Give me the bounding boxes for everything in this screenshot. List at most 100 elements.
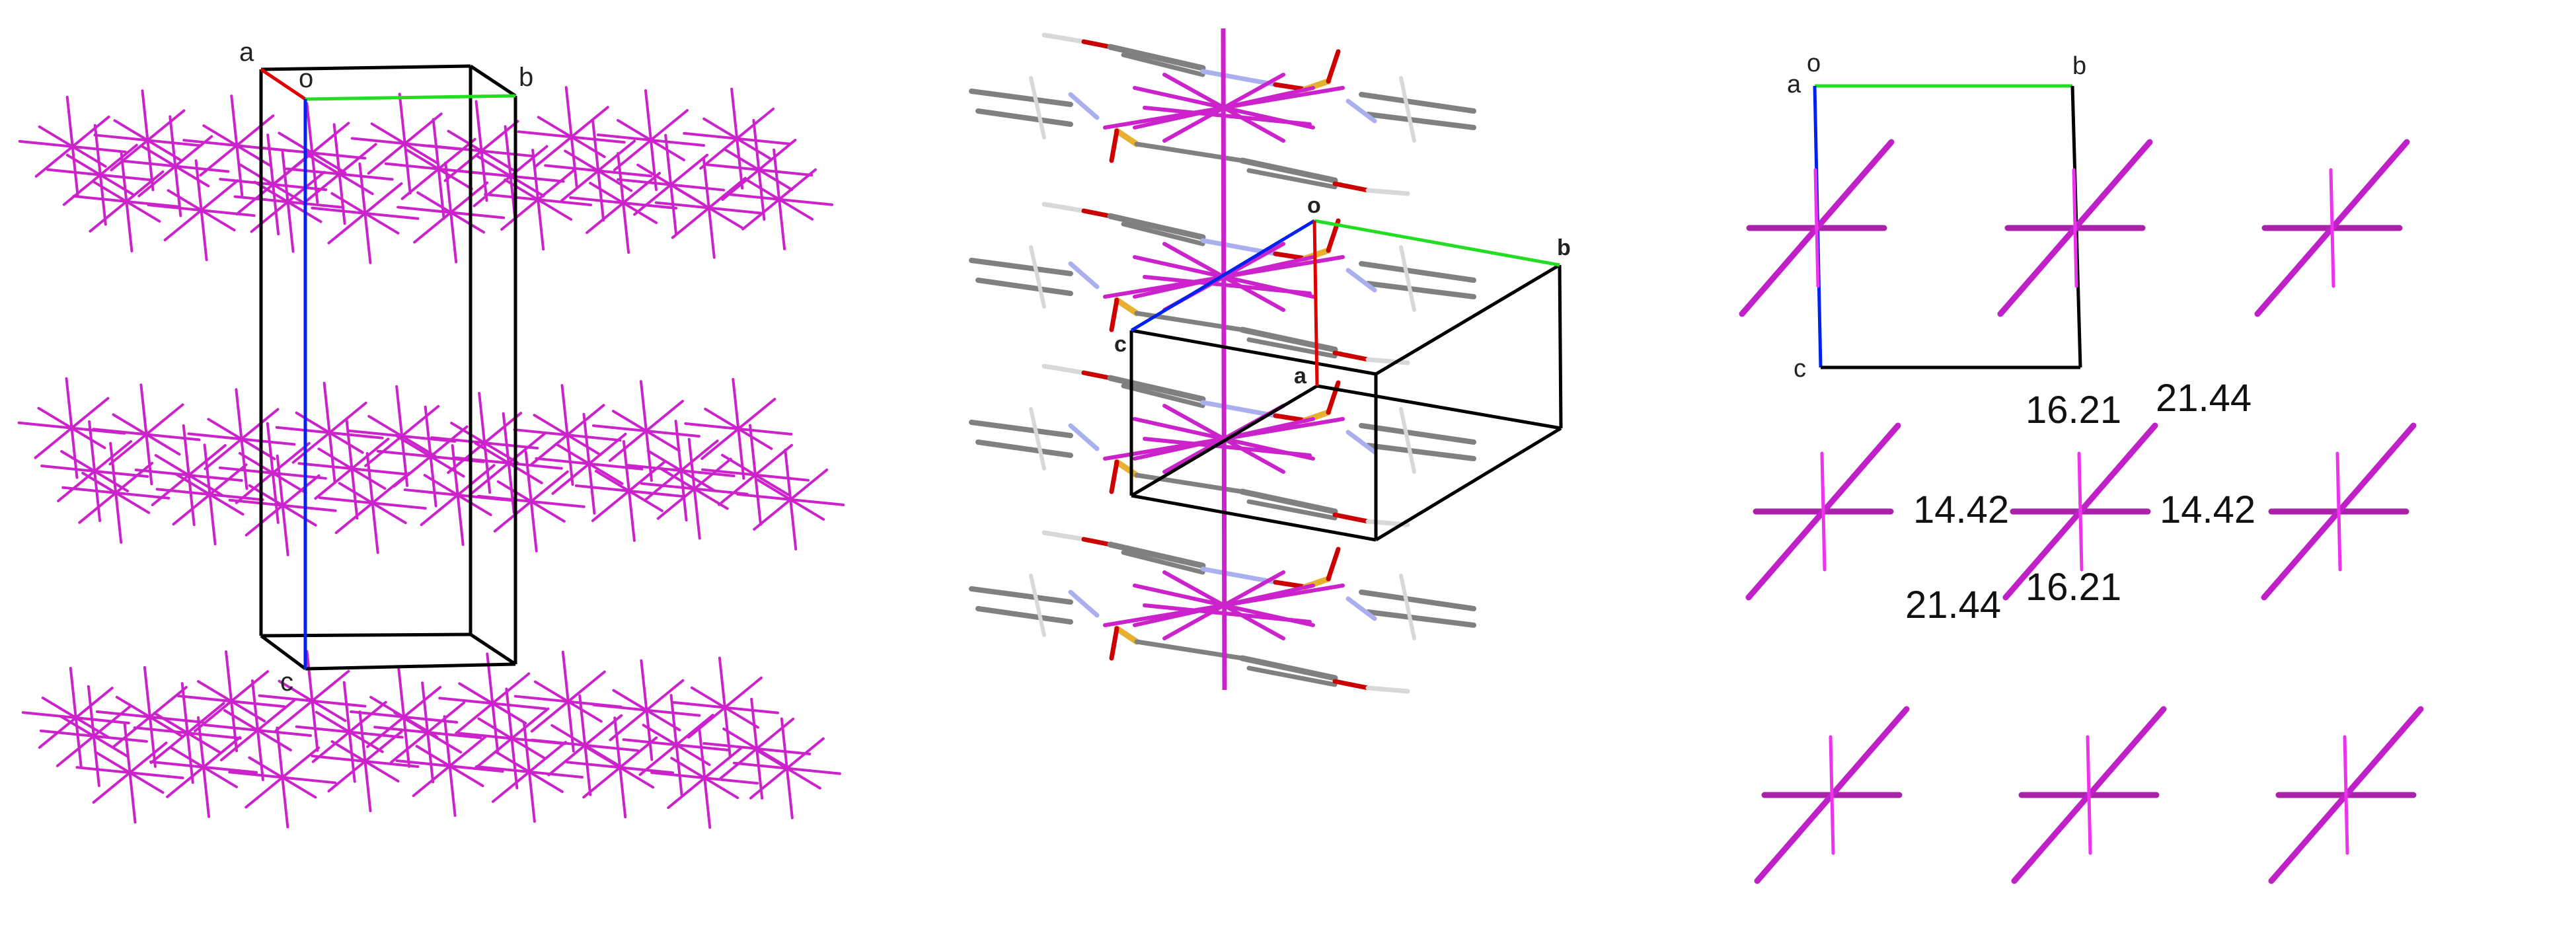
network-node xyxy=(683,87,792,190)
bond xyxy=(1107,541,1206,569)
network-node xyxy=(454,412,563,514)
network-node xyxy=(46,124,155,226)
network-link xyxy=(533,414,602,457)
network-node xyxy=(574,439,683,542)
bond xyxy=(1365,357,1410,365)
bond xyxy=(1114,128,1140,147)
network-link xyxy=(404,147,473,190)
bond xyxy=(1200,69,1278,87)
coordination-bond xyxy=(1143,603,1312,624)
network-node xyxy=(569,152,678,254)
cell-edge xyxy=(1131,328,1377,376)
network-link xyxy=(197,680,266,723)
network-link xyxy=(153,712,222,755)
network-node xyxy=(1739,139,1895,317)
network-link xyxy=(92,180,161,223)
molecular-unit xyxy=(969,363,1476,527)
axis-label-c: c xyxy=(1114,332,1127,357)
axis-b-line xyxy=(305,94,516,101)
network-node xyxy=(384,118,493,220)
network-link xyxy=(367,414,437,457)
cell-edge xyxy=(469,632,517,666)
network-node xyxy=(732,717,841,819)
network-link xyxy=(81,471,151,514)
distance-label: 14.42 xyxy=(1913,488,2009,531)
distance-label: 21.44 xyxy=(2156,377,2252,420)
network-node xyxy=(704,118,814,221)
network-link xyxy=(447,130,516,172)
cell-edge xyxy=(260,634,307,671)
network-node xyxy=(725,148,834,250)
network-link xyxy=(690,686,759,729)
network-link xyxy=(60,449,130,492)
unit-cell-middle xyxy=(1129,219,1563,542)
network-link xyxy=(396,435,465,478)
cell-edge xyxy=(260,632,471,638)
bond xyxy=(1200,566,1278,585)
bond xyxy=(1332,181,1371,193)
bond xyxy=(1068,423,1100,451)
network-node xyxy=(513,384,622,486)
network-node xyxy=(149,716,258,818)
bond xyxy=(1273,413,1308,423)
network-node xyxy=(233,151,342,253)
network-link xyxy=(533,680,603,723)
bond xyxy=(1107,375,1206,402)
distance-label: 16.21 xyxy=(2026,389,2121,432)
network-link xyxy=(175,473,245,516)
network-node xyxy=(592,659,701,761)
network-link xyxy=(330,192,400,235)
bond xyxy=(1326,49,1341,84)
bond xyxy=(1273,82,1308,92)
coordination-bond xyxy=(1143,106,1312,126)
axis-label-a: a xyxy=(1294,363,1307,389)
cell-edge xyxy=(1130,384,1318,498)
network-link xyxy=(745,178,814,221)
bond xyxy=(1239,326,1338,353)
network-link xyxy=(370,122,439,165)
network-node xyxy=(1745,422,1901,601)
axis-label-o: o xyxy=(1307,193,1321,218)
distance-label: 16.21 xyxy=(2026,566,2121,609)
bond xyxy=(1326,380,1341,415)
network-link xyxy=(674,186,743,229)
bond xyxy=(1345,98,1377,124)
cell-edge xyxy=(260,64,471,71)
bond xyxy=(1332,350,1371,362)
network-link xyxy=(496,480,566,523)
network-link xyxy=(704,407,773,450)
network-link xyxy=(476,155,545,198)
panel-middle-molecular-stack: o b c a xyxy=(969,28,1571,694)
network-link xyxy=(554,442,624,485)
network-link xyxy=(315,710,384,753)
network-node xyxy=(591,380,701,482)
network-link xyxy=(59,714,128,757)
bond xyxy=(975,439,1073,458)
bond xyxy=(1399,407,1416,474)
bond xyxy=(1029,407,1046,471)
network-link xyxy=(537,116,606,159)
network-link xyxy=(646,449,716,492)
network-layers xyxy=(17,86,845,829)
network-link xyxy=(330,740,400,783)
network-link xyxy=(416,191,486,234)
network-node xyxy=(395,715,504,817)
network-link xyxy=(248,756,317,799)
bond xyxy=(969,258,1073,276)
network-link xyxy=(594,469,663,512)
bond xyxy=(1029,245,1046,309)
network-link xyxy=(393,711,463,754)
network-link xyxy=(586,746,655,789)
network-link xyxy=(474,441,543,484)
network-node xyxy=(596,89,705,192)
network-link xyxy=(477,717,547,760)
bond xyxy=(1332,512,1371,524)
coordination-bond xyxy=(1143,275,1312,295)
network-link xyxy=(702,117,772,160)
bond xyxy=(1121,550,1205,575)
axis-label-o: o xyxy=(1807,50,1821,77)
network-link xyxy=(169,745,239,788)
network-node xyxy=(350,93,459,195)
bond xyxy=(975,606,1073,625)
network-link xyxy=(1829,735,1835,855)
